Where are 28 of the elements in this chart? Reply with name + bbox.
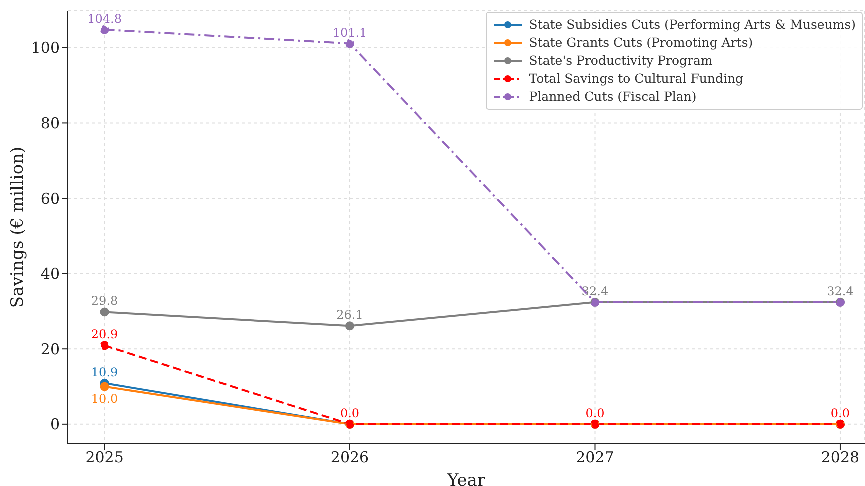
y-tick-label: 80 — [40, 114, 60, 133]
data-label: 26.1 — [336, 308, 364, 322]
x-axis-title: Year — [446, 471, 486, 486]
y-tick-label: 20 — [40, 340, 60, 358]
legend-label: State Grants Cuts (Promoting Arts) — [529, 34, 754, 52]
legend-label: Planned Cuts (Fiscal Plan) — [529, 88, 697, 106]
data-label: 101.1 — [332, 26, 368, 40]
data-label: 20.9 — [91, 328, 118, 342]
data-label: 104.8 — [88, 12, 122, 26]
x-tick-label: 2027 — [576, 448, 614, 467]
y-tick-label: 60 — [40, 190, 60, 208]
x-tick-label: 2026 — [330, 448, 370, 467]
legend-label: State's Productivity Program — [529, 52, 713, 70]
data-label: 0.0 — [586, 406, 605, 420]
y-tick-label: 0 — [50, 416, 60, 434]
data-label: 0.0 — [830, 406, 850, 420]
legend-label: State Subsidies Cuts (Performing Arts & Museums) — [529, 16, 856, 34]
data-label: 29.8 — [91, 294, 118, 308]
y-tick-label: 100 — [31, 39, 60, 58]
legend-label: Total Savings to Cultural Funding — [529, 70, 744, 88]
data-label: 32.4 — [827, 284, 854, 298]
data-label: 10.9 — [91, 365, 118, 380]
data-label: 10.0 — [91, 392, 118, 406]
y-axis-title: Savings (€ million) — [8, 146, 28, 308]
y-tick-label: 40 — [40, 265, 60, 284]
x-tick-label: 2028 — [821, 448, 860, 467]
data-label: 0.0 — [340, 406, 360, 420]
x-tick-label: 2025 — [86, 448, 124, 467]
